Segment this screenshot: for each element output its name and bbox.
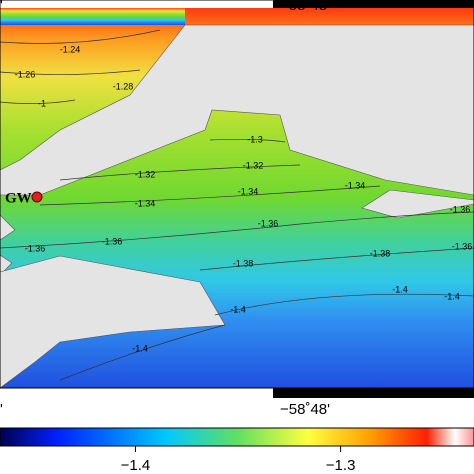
contour-label: -1.4 — [392, 284, 408, 294]
contour-label: -1.36 — [25, 243, 46, 253]
colorbar-tick-label: −1.4 — [121, 457, 151, 474]
contour-label: -1.34 — [345, 180, 366, 190]
land — [0, 254, 13, 276]
contour-label: -1.34 — [238, 186, 259, 196]
frame-bar — [273, 388, 474, 398]
contour-label: -1 — [38, 98, 46, 108]
colorbar — [0, 427, 474, 447]
contour-label: -1.32 — [243, 160, 264, 170]
contour-label: -1.38 — [370, 248, 391, 258]
contour-label: -1.36 — [102, 236, 123, 246]
land — [0, 255, 226, 389]
contour-label: -1.38 — [233, 258, 254, 268]
contour-label: -1.26 — [15, 69, 36, 79]
frame-label: ' — [0, 0, 3, 14]
contours — [0, 29, 474, 381]
contour-label: -1.4 — [230, 304, 246, 314]
contour-label: -1.34 — [135, 198, 156, 208]
contour-label: -1.28 — [113, 81, 134, 91]
frame-bar — [273, 0, 474, 8]
frame-label: ' — [0, 401, 3, 418]
contour-label: -1.36 — [450, 204, 471, 214]
contour-label: -1.4 — [132, 343, 148, 353]
contour-label: -1.4 — [444, 291, 460, 301]
station-label: GW — [5, 190, 32, 206]
land — [361, 189, 474, 219]
map-frame — [0, 0, 474, 389]
station-marker — [31, 191, 43, 203]
frame-label: −58˚48' — [280, 0, 330, 14]
frame-label: −58˚48' — [280, 401, 330, 418]
land — [0, 24, 474, 196]
colorbar-tick-label: −1.3 — [326, 457, 356, 474]
contour-label: -1.32 — [135, 169, 156, 179]
contour-label: -1.36 — [452, 241, 473, 251]
contour-label: -1.24 — [60, 44, 81, 54]
land — [0, 8, 185, 25]
contour-label: -1.36 — [258, 218, 279, 228]
contour-label: -1.3 — [247, 134, 263, 144]
land — [0, 214, 16, 241]
